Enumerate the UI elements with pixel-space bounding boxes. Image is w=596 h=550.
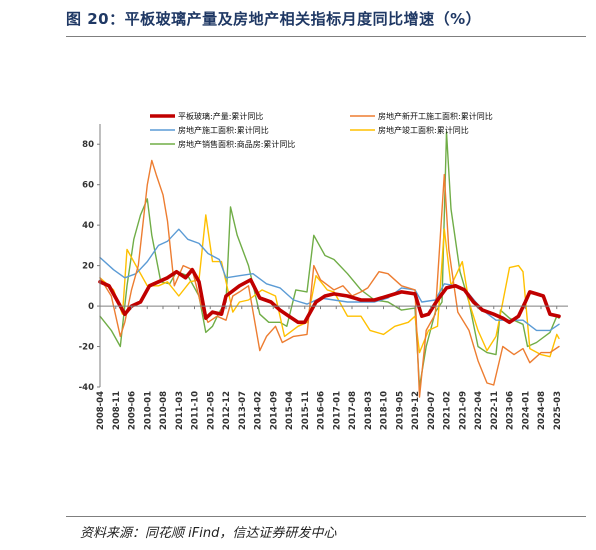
x-tick-label: 2021-02 <box>443 391 453 430</box>
legend-label-4: 房地产竣工面积:累计同比 <box>378 125 469 135</box>
x-tick-label: 2012-12 <box>222 391 232 430</box>
x-tick-label: 2011-03 <box>175 391 185 430</box>
source-note: 资料来源：同花顺 iFind，信达证券研发中心 <box>80 526 337 541</box>
y-tick-label: 20 <box>82 262 94 272</box>
x-tick-label: 2017-01 <box>332 391 342 430</box>
figure-title: 图 20：平板玻璃产量及房地产相关指标月度同比增速（%） <box>66 10 482 28</box>
y-tick-label: -20 <box>79 343 94 353</box>
x-tick-label: 2010-01 <box>143 391 153 430</box>
x-tick-label: 2024-01 <box>521 391 531 430</box>
x-tick-label: 2014-02 <box>254 391 264 430</box>
x-tick-label: 2013-07 <box>238 391 248 430</box>
x-tick-label: 2008-11 <box>112 391 122 430</box>
legend-label-5: 房地产销售面积:商品房:累计同比 <box>178 139 295 149</box>
x-tick-label: 2011-10 <box>191 391 201 430</box>
legend-label-1: 平板玻璃:产量:累计同比 <box>178 111 263 121</box>
y-tick-label: 0 <box>88 302 94 312</box>
y-tick-label: -40 <box>79 383 94 393</box>
x-tick-label: 2008-04 <box>96 391 106 430</box>
source-divider <box>66 516 586 517</box>
x-tick-label: 2017-08 <box>348 391 358 430</box>
x-tick-label: 2012-05 <box>206 391 216 430</box>
series-line-5 <box>99 131 560 388</box>
legend-label-3: 房地产施工面积:累计同比 <box>178 125 269 135</box>
x-tick-label: 2022-04 <box>474 391 484 430</box>
x-tick-label: 2018-03 <box>364 391 374 430</box>
x-tick-label: 2015-04 <box>285 391 295 430</box>
series-line-3 <box>99 228 560 332</box>
series-line-4 <box>99 214 560 358</box>
y-tick-label: 60 <box>82 181 94 191</box>
x-tick-label: 2015-11 <box>301 391 311 430</box>
x-tick-label: 2019-12 <box>411 391 421 430</box>
x-tick-label: 2019-05 <box>395 391 405 430</box>
y-tick-label: 40 <box>82 221 94 231</box>
x-tick-label: 2022-11 <box>490 391 500 430</box>
y-tick-label: 80 <box>82 140 94 150</box>
x-tick-label: 2014-09 <box>269 391 279 430</box>
x-tick-label: 2018-10 <box>380 391 390 430</box>
x-tick-label: 2024-08 <box>537 391 547 430</box>
x-tick-label: 2016-06 <box>317 391 327 430</box>
plot-lines <box>98 131 561 398</box>
x-tick-label: 2023-06 <box>506 391 516 430</box>
x-tick-label: 2021-09 <box>458 391 468 430</box>
series-line-2 <box>99 159 560 398</box>
x-tick-label: 2025-03 <box>553 391 563 430</box>
legend-label-2: 房地产新开工施工面积:累计同比 <box>378 111 493 121</box>
title-divider <box>66 36 586 37</box>
series-line-1 <box>98 267 561 325</box>
x-tick-label: 2009-06 <box>128 391 138 430</box>
axes: -40 -20 0 20 40 60 80 2008-04 2008-11 2009-06 2010… <box>79 124 568 430</box>
legend: 平板玻璃:产量:累计同比 房地产新开工施工面积:累计同比房地产施工面积:累计同比房… <box>150 111 493 149</box>
x-tick-label: 2010-08 <box>159 391 169 430</box>
x-tick-label: 2020-07 <box>427 391 437 430</box>
